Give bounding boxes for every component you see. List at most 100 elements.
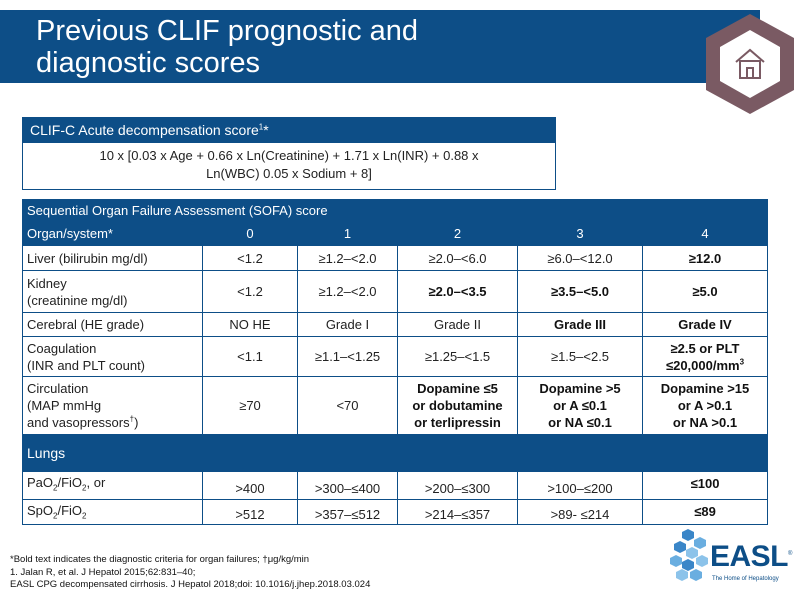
subscript: 2 — [82, 483, 87, 493]
row-label-text: and vasopressors — [27, 415, 130, 430]
logo-name: EASL — [710, 540, 789, 573]
title-line-2: diagnostic scores — [36, 47, 261, 79]
superscript: 3 — [739, 357, 745, 367]
easl-logo-text: EASL® — [710, 542, 792, 572]
table-cell: >200–≤300 — [397, 471, 518, 500]
cell-line: Dopamine ≤5 — [417, 381, 498, 396]
easl-logo-mark — [670, 529, 708, 581]
cell-line: ≥2.5 or PLT — [670, 340, 740, 356]
organ-failure-cell: ≤89 — [641, 499, 769, 525]
table-cell: <1.1 — [202, 336, 298, 377]
dagger-mark: † — [129, 414, 135, 424]
table-cell: ≥70 — [202, 376, 298, 435]
row-label-text: ) — [134, 415, 139, 430]
row-label: PaO2/FiO2, or — [22, 471, 203, 500]
table-cell: NO HE — [202, 312, 298, 337]
organ-failure-cell: Dopamine >5 or A ≤0.1 or NA ≤0.1 — [517, 376, 643, 435]
lungs-section-row: Lungs — [21, 434, 769, 472]
organ-failure-cell: ≥3.5–<5.0 — [517, 270, 643, 313]
organ-failure-cell: Grade III — [517, 312, 643, 337]
cell-text: ≤20,000/mm — [665, 357, 740, 373]
clif-c-title-asterisk: * — [263, 122, 269, 138]
table-row-cerebral: Cerebral (HE grade) NO HE Grade I Grade … — [22, 312, 769, 337]
sofa-header-row: Organ/system* 0 1 2 3 4 — [22, 221, 769, 246]
sofa-table: Sequential Organ Failure Assessment (SOF… — [21, 199, 769, 525]
row-label: Liver (bilirubin mg/dl) — [22, 245, 203, 271]
row-label-text: PaO — [27, 475, 54, 490]
table-cell: ≥1.2–<2.0 — [297, 270, 398, 313]
cell-line: or A >0.1 — [677, 398, 733, 413]
organ-failure-cell: Grade IV — [641, 312, 769, 337]
table-cell: ≥1.25–<1.5 — [397, 336, 518, 377]
table-row-spo2: SpO2/FiO2 >512 >357–≤512 >214–≤357 >89- … — [22, 499, 769, 525]
subscript: 2 — [53, 511, 58, 521]
easl-logo: EASL® The Home of Hepatology — [668, 524, 798, 594]
row-label-text: , or — [86, 475, 106, 490]
organ-failure-cell: Dopamine >15 or A >0.1 or NA >0.1 — [641, 376, 769, 435]
easl-tagline: The Home of Hepatology — [712, 576, 779, 582]
row-label-line: (INR and PLT count) — [27, 357, 146, 373]
table-cell: <1.2 — [202, 245, 298, 271]
footnote-line: EASL CPG decompensated cirrhosis. J Hepa… — [10, 579, 371, 590]
footnote-line: *Bold text indicates the diagnostic crit… — [10, 554, 310, 565]
home-hexagon — [706, 14, 794, 114]
header-score-3: 3 — [517, 221, 643, 246]
table-cell: <70 — [297, 376, 398, 435]
formula-line-1: 10 x [0.03 x Age + 0.66 x Ln(Creatinine)… — [99, 148, 479, 163]
home-icon — [735, 48, 765, 79]
lungs-title: Lungs — [21, 434, 769, 472]
organ-failure-cell: ≥12.0 — [641, 245, 769, 271]
table-cell: ≥6.0–<12.0 — [517, 245, 643, 271]
title-line-1: Previous CLIF prognostic and — [36, 15, 419, 47]
footnote-line: 1. Jalan R, et al. J Hepatol 2015;62:831… — [10, 566, 196, 578]
home-button[interactable] — [700, 10, 800, 120]
cell-line: Dopamine >5 — [539, 381, 621, 396]
organ-failure-cell: ≥2.0–<3.5 — [397, 270, 518, 313]
table-cell: ≥1.5–<2.5 — [517, 336, 643, 377]
header-score-2: 2 — [397, 221, 518, 246]
row-label-line: Kidney — [27, 275, 67, 291]
cell-line: ≤20,000/mm3 — [647, 357, 763, 374]
slide-header: Previous CLIF prognostic and diagnostic … — [0, 0, 800, 90]
header-score-1: 1 — [297, 221, 398, 246]
table-row-pao2: PaO2/FiO2, or >400 >300–≤400 >200–≤300 >… — [22, 471, 769, 500]
table-row-liver: Liver (bilirubin mg/dl) <1.2 ≥1.2–<2.0 ≥… — [22, 245, 769, 271]
row-label: Coagulation (INR and PLT count) — [22, 336, 203, 377]
footnotes: *Bold text indicates the diagnostic crit… — [10, 554, 610, 592]
cell-line: or NA >0.1 — [672, 415, 738, 430]
organ-failure-cell: ≥5.0 — [641, 270, 769, 313]
table-row-coagulation: Coagulation (INR and PLT count) <1.1 ≥1.… — [22, 336, 769, 377]
table-cell: >357–≤512 — [297, 499, 398, 525]
row-label-line: (creatinine mg/dl) — [27, 292, 128, 308]
row-label: Cerebral (HE grade) — [22, 312, 203, 337]
table-cell: >100–≤200 — [517, 471, 643, 500]
organ-failure-cell: ≤100 — [641, 471, 769, 500]
table-cell: Grade II — [397, 312, 518, 337]
subscript: 2 — [82, 511, 87, 521]
table-cell: ≥2.0–<6.0 — [397, 245, 518, 271]
clif-c-title-text: CLIF-C Acute decompensation score — [30, 122, 259, 138]
header-organ-system: Organ/system* — [22, 221, 203, 246]
table-cell: >89- ≤214 — [517, 499, 643, 525]
cell-line: or dobutamine — [412, 398, 503, 413]
table-cell: >214–≤357 — [397, 499, 518, 525]
clif-c-card-title: CLIF-C Acute decompensation score1* — [22, 117, 556, 143]
clif-c-title-ref: 1 — [258, 122, 264, 132]
sofa-title: Sequential Organ Failure Assessment (SOF… — [21, 199, 769, 222]
table-cell: ≥1.1–<1.25 — [297, 336, 398, 377]
cell-line: or A ≤0.1 — [553, 398, 607, 413]
cell-line: or NA ≤0.1 — [548, 415, 612, 430]
cell-line: Dopamine >15 — [660, 381, 750, 396]
table-row-circulation: Circulation (MAP mmHg and vasopressors†)… — [22, 376, 769, 435]
clif-c-formula: 10 x [0.03 x Age + 0.66 x Ln(Creatinine)… — [22, 143, 556, 190]
row-label-line: Coagulation — [27, 340, 97, 356]
row-label: SpO2/FiO2 — [22, 499, 203, 525]
header-score-0: 0 — [202, 221, 298, 246]
formula-line-2: Ln(WBC) 0.05 x Sodium + 8] — [206, 166, 372, 181]
subscript: 2 — [53, 483, 58, 493]
table-cell: >300–≤400 — [297, 471, 398, 500]
table-cell: >512 — [202, 499, 298, 525]
title-band — [0, 10, 760, 83]
header-score-4: 4 — [641, 221, 769, 246]
row-label: Circulation (MAP mmHg and vasopressors†) — [22, 376, 203, 435]
